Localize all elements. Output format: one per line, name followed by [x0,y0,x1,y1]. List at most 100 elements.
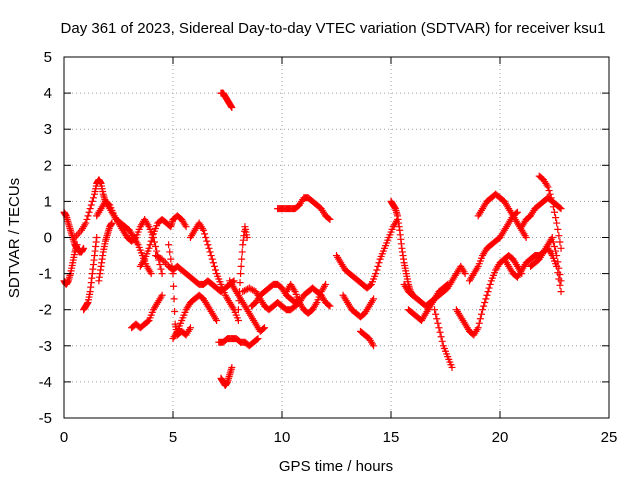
data-point [145,244,153,252]
data-point [322,280,330,288]
data-point [556,238,564,246]
data-point [547,194,555,202]
grid [64,57,609,418]
y-tick-label: 5 [44,49,52,66]
data-point [325,215,333,223]
data-point [545,187,553,195]
data-point [167,255,175,263]
data-point [88,197,96,205]
data-point [513,208,521,216]
data-point [84,212,92,220]
data-point [158,270,166,278]
data-point [166,248,174,256]
y-tick-labels: 5 4 3 2 1 0 -1 -2 -3 -4 -5 [39,49,52,427]
data-point [370,342,378,350]
y-tick-label: -5 [39,410,52,427]
data-point [477,310,485,318]
y-axis-label: SDTVAR / TECUs [6,178,23,298]
data-point [485,284,493,292]
data-point [554,225,562,233]
chart-title: Day 361 of 2023, Sidereal Day-to-day VTE… [61,20,606,37]
data-point [171,308,179,316]
data-point [475,319,483,327]
data-point [108,219,116,227]
data-point [165,241,173,249]
y-tick-label: -4 [39,374,52,391]
data-point [249,286,257,294]
data-point [479,306,487,314]
data-point [555,232,563,240]
data-point [170,282,178,290]
data-point [482,295,490,303]
data-point [131,234,139,242]
data-point [228,104,236,112]
data-point [374,262,382,270]
data-point [201,230,209,238]
data-point [436,328,444,336]
data-point [93,234,101,241]
data-point [168,262,176,270]
data-point [553,252,561,260]
x-tick-label: 0 [60,429,68,446]
data-point [484,288,492,296]
data-point [74,230,82,238]
data-point [372,270,380,278]
data-point [80,244,88,252]
data-point [554,258,562,266]
data-point [147,270,155,278]
data-point [147,237,155,245]
data-point [259,325,267,333]
data-point [437,333,445,341]
data-point [186,324,194,332]
data-point [238,255,246,263]
data-point [557,205,565,213]
data-point [549,238,557,246]
data-point [210,262,218,270]
data-point [483,291,491,299]
data-point [150,238,158,246]
x-tick-label: 10 [274,429,291,446]
y-tick-label: -1 [39,266,52,283]
data-point [234,306,242,314]
data-point [474,324,482,332]
data-point [461,270,469,278]
data-point [86,205,94,213]
data-point [438,337,446,345]
data-point [87,201,95,209]
data-point [325,301,333,309]
data-point [144,317,152,325]
data-point [546,190,554,198]
y-tick-label: 1 [44,193,52,210]
y-tick-label: -3 [39,338,52,355]
data-point [557,288,565,296]
data-point [433,315,441,323]
data-point [182,223,190,231]
data-point [209,259,217,267]
data-point [476,315,484,323]
data-point [228,363,236,371]
y-tick-label: -2 [39,302,52,319]
data-point [375,259,383,267]
data-point [431,306,439,314]
data-point [207,252,215,260]
data-point [202,234,210,241]
y-tick-label: 3 [44,121,52,138]
data-point [366,281,374,289]
y-tick-label: 2 [44,157,52,174]
data-point [152,243,160,251]
y-tick-label: 0 [44,230,52,247]
data-point [238,248,246,256]
data-point [146,241,154,249]
data-point [556,271,564,279]
data-point [548,234,556,241]
x-axis-label: GPS time / hours [279,458,393,475]
data-point [203,237,211,245]
data-point [486,280,494,288]
data-point [557,277,565,285]
data-point [73,241,81,249]
data-point [555,264,563,272]
data-point [551,208,558,216]
data-point [557,244,565,252]
data-point [237,270,245,278]
